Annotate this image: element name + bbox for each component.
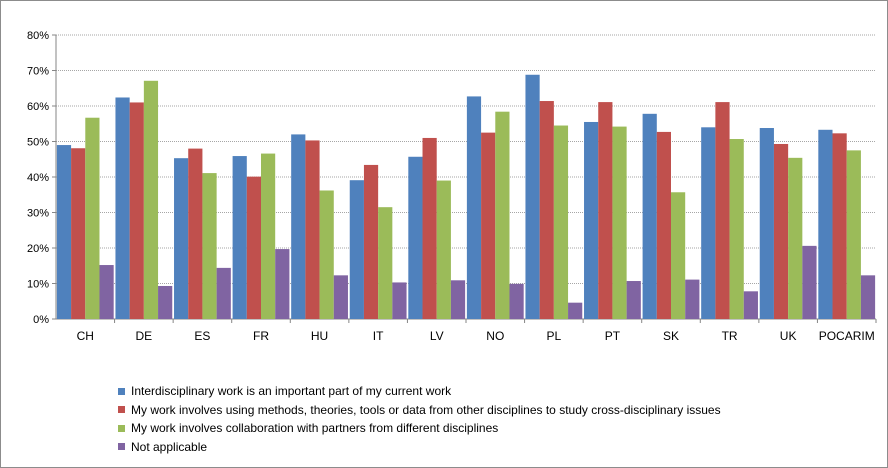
legend-label: My work involves collaboration with part… xyxy=(131,421,499,436)
legend-swatch xyxy=(118,406,125,414)
x-category-label: ES xyxy=(194,329,210,343)
bar xyxy=(56,145,72,319)
bar xyxy=(305,140,320,319)
y-tick-label: 30% xyxy=(27,208,49,220)
bar xyxy=(553,125,569,320)
bar xyxy=(509,283,524,319)
bar xyxy=(291,134,306,319)
x-category-label: SK xyxy=(663,329,679,343)
y-tick-label: 10% xyxy=(27,279,49,291)
bar xyxy=(671,192,686,319)
bar xyxy=(701,127,716,319)
legend: Interdisciplinary work is an important p… xyxy=(118,382,721,456)
bar xyxy=(202,173,217,319)
bar xyxy=(422,137,437,319)
bar xyxy=(363,164,379,319)
x-category-label: IT xyxy=(373,329,384,343)
legend-label: Not applicable xyxy=(131,439,208,454)
bar xyxy=(216,267,231,319)
y-tick-label: 40% xyxy=(27,172,49,184)
bar xyxy=(450,280,466,319)
x-category-label: CH xyxy=(77,329,94,343)
bar-chart: 0% 10% 20% 30% 40% 50% 60% 70% 80% CH DE ES FR HU IT LV… xyxy=(27,30,877,343)
bar xyxy=(568,302,583,319)
bar xyxy=(729,139,744,319)
bar xyxy=(626,281,641,319)
legend-swatch xyxy=(118,424,125,432)
bar xyxy=(158,285,173,319)
bar xyxy=(846,150,861,319)
legend-item: My work involves collaboration with part… xyxy=(118,419,721,438)
bar xyxy=(85,117,100,319)
bar xyxy=(642,113,657,319)
bar xyxy=(333,275,348,319)
bar xyxy=(129,102,144,319)
bar xyxy=(392,282,407,319)
legend-item: Not applicable xyxy=(118,438,721,457)
bar xyxy=(466,96,482,319)
x-category-label: DE xyxy=(136,329,153,343)
y-tick-label: 60% xyxy=(27,101,49,113)
legend-swatch xyxy=(118,387,125,395)
x-category-label: FR xyxy=(253,329,269,343)
bar xyxy=(598,102,613,319)
bar xyxy=(818,129,833,319)
x-category-label: PT xyxy=(605,329,621,343)
bar xyxy=(685,279,700,319)
bar xyxy=(743,291,758,319)
bar xyxy=(773,143,789,319)
bar xyxy=(584,121,599,319)
bar xyxy=(174,158,189,319)
bar xyxy=(246,176,261,319)
legend-label: Interdisciplinary work is an important p… xyxy=(131,384,452,399)
y-tick-label: 70% xyxy=(27,66,49,78)
bar xyxy=(143,80,159,319)
bar xyxy=(481,132,496,319)
bar xyxy=(232,156,247,319)
bar xyxy=(715,102,730,319)
bar xyxy=(436,180,451,319)
x-category-label: PL xyxy=(547,329,562,343)
bar xyxy=(188,148,203,319)
bar xyxy=(349,180,364,319)
legend-label: My work involves using methods, theories… xyxy=(131,402,721,417)
bar xyxy=(99,265,114,319)
x-category-label: NO xyxy=(486,329,504,343)
bar xyxy=(656,131,671,319)
bar xyxy=(378,207,393,319)
bar xyxy=(860,275,876,319)
x-category-label: TR xyxy=(722,329,738,343)
legend-swatch xyxy=(118,443,125,451)
y-tick-label: 50% xyxy=(27,137,49,149)
bar xyxy=(408,156,423,319)
bar xyxy=(788,157,803,319)
bar xyxy=(759,128,774,319)
y-tick-label: 0% xyxy=(33,314,49,326)
y-tick-label: 20% xyxy=(27,243,49,255)
bar xyxy=(525,74,540,319)
bar xyxy=(495,111,510,320)
bar xyxy=(539,101,554,319)
bar xyxy=(115,97,130,319)
y-tick-label: 80% xyxy=(27,30,49,42)
bar xyxy=(275,249,290,319)
x-category-label: LV xyxy=(430,329,444,343)
bar xyxy=(319,190,334,319)
bar xyxy=(832,133,847,319)
legend-item: My work involves using methods, theories… xyxy=(118,401,721,420)
legend-item: Interdisciplinary work is an important p… xyxy=(118,382,721,401)
bar xyxy=(802,245,817,319)
x-category-label: HU xyxy=(311,329,328,343)
x-category-label: POCARIM xyxy=(819,329,875,343)
bar xyxy=(261,153,276,319)
x-category-label: UK xyxy=(780,329,797,343)
bar xyxy=(612,126,627,319)
bar xyxy=(71,148,86,319)
